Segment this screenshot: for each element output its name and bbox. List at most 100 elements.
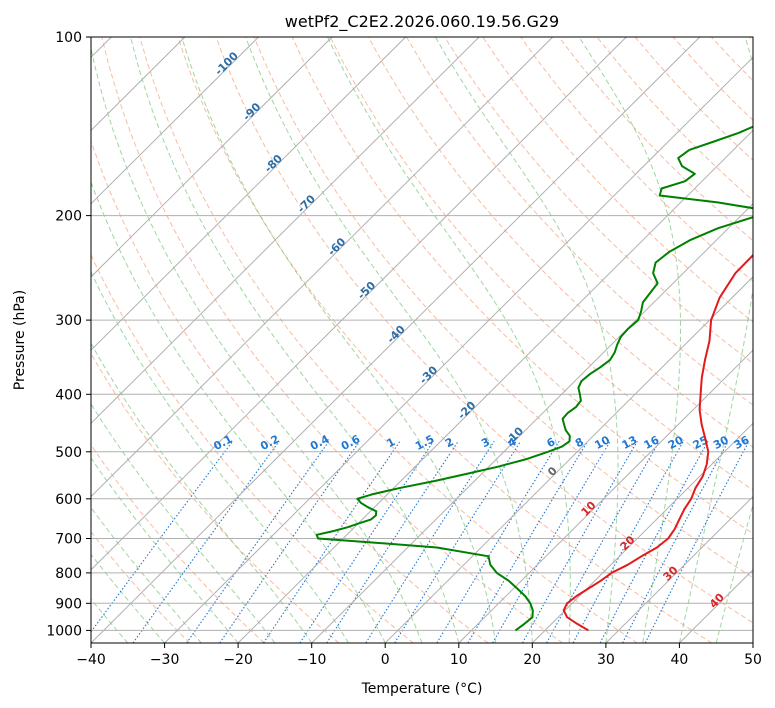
y-tick-label: 600: [55, 492, 82, 508]
mixing-ratio-line: [546, 441, 660, 643]
mixing-ratio-label: 36: [732, 433, 752, 452]
temperature-profile-line: [562, 253, 753, 632]
dewpoint-profile-line: [315, 125, 753, 632]
moist-adiabat-line: [678, 37, 753, 643]
isotherm-label: -80: [262, 152, 285, 175]
moist-adiabat-line: [434, 37, 619, 643]
y-tick-label: 100: [55, 30, 82, 46]
isotherm-label: -100: [212, 49, 241, 78]
isobar-grid: [91, 37, 753, 631]
y-tick-label: 500: [55, 445, 82, 461]
isotherm-gridline: [384, 276, 753, 643]
dry-adiabat-line: [444, 37, 753, 364]
y-tick-label: 400: [55, 387, 82, 403]
dry-adiabat-line: [482, 37, 753, 323]
mixing-ratio-label: 20: [666, 433, 686, 452]
moist-adiabat-line: [91, 46, 423, 643]
isotherm-label: 40: [707, 591, 727, 611]
dry-adiabat-line: [91, 352, 340, 643]
dry-adiabat-line: [329, 37, 753, 491]
isotherm-gridline: [679, 569, 753, 643]
isotherm-gridline: [91, 37, 627, 571]
mixing-ratio-label: 10: [592, 433, 612, 452]
x-tick-label: 50: [744, 652, 762, 668]
y-tick-label: 900: [55, 596, 82, 612]
x-tick-label: 30: [597, 652, 615, 668]
profile-series: [315, 125, 753, 632]
moist-adiabat-line: [578, 37, 681, 643]
isotherm-gridline: [605, 495, 753, 643]
mixing-ratio-line: [186, 440, 330, 643]
mixing-ratio-label: 8: [573, 435, 586, 450]
mixing-ratio-line: [365, 440, 495, 643]
mixing-ratio-label: 0.4: [308, 432, 332, 453]
mixing-ratio-label: 30: [711, 433, 731, 452]
isotherm-label: 20: [618, 533, 638, 553]
y-axis-label: Pressure (hPa): [12, 290, 28, 390]
mixing-ratio-line: [467, 441, 589, 643]
x-tick-label: −40: [76, 652, 106, 668]
mixing-ratio-line: [644, 441, 750, 643]
isotherm-gridline: [531, 422, 753, 643]
dry-adiabat-line: [291, 37, 753, 535]
isotherm-label: -40: [385, 322, 408, 345]
chart-title: wetPf2_C2E2.2026.060.19.56.G29: [285, 12, 559, 32]
isotherm-gridline: [91, 37, 554, 498]
x-tick-label: −20: [223, 652, 253, 668]
dry-adiabat-line: [672, 37, 753, 122]
dry-adiabat-line: [215, 37, 753, 624]
dry-adiabat-line: [558, 37, 753, 242]
dry-adiabat-line: [91, 253, 414, 643]
plot-frame: [90, 36, 754, 644]
moist-adiabat-line: [181, 37, 497, 643]
dry-adiabat-line: [91, 530, 191, 643]
mixing-ratio-label: 16: [642, 433, 662, 452]
moist-adiabat-line: [91, 457, 239, 643]
dry-adiabat-line: [139, 37, 638, 643]
mixing-ratio-line: [91, 440, 234, 633]
mixing-ratio-line: [436, 441, 560, 643]
dry-adiabat-line: [91, 139, 489, 643]
x-axis-label: Temperature (°C): [361, 681, 483, 697]
mixing-ratio-label: 0.1: [211, 432, 234, 453]
x-tick-label: 20: [523, 652, 541, 668]
mixing-ratio-label: 1.5: [413, 432, 436, 453]
moist-adiabat-line: [715, 502, 753, 643]
x-tick-label: −30: [150, 652, 180, 668]
dry-adiabat-line: [253, 37, 753, 579]
x-tick-label: 10: [450, 652, 468, 668]
mixing-ratio-line: [219, 440, 361, 643]
y-tick-label: 300: [55, 313, 82, 329]
y-tick-label: 700: [55, 532, 82, 548]
isotherm-gridline: [91, 37, 480, 425]
dry-adiabat-line: [634, 37, 753, 161]
moist-adiabat-line: [327, 37, 571, 643]
isotherm-gridline: [91, 37, 406, 351]
isotherm-gridline: [91, 37, 701, 643]
isotherm-label: -70: [295, 192, 318, 215]
mixing-ratio-line: [263, 440, 401, 643]
mixing-ratio-line: [622, 441, 729, 643]
isotherm-gridline: [91, 37, 333, 278]
isotherm-gridline: [164, 56, 753, 643]
isotherm-grid: [91, 37, 753, 643]
mixing-ratio-line: [492, 441, 611, 643]
x-tick-label: 0: [381, 652, 390, 668]
moist-adiabat-line: [91, 402, 276, 643]
y-tick-label: 200: [55, 209, 82, 225]
moist-adiabat-line: [91, 270, 349, 643]
mixing-ratio-label: 0.2: [258, 432, 281, 453]
isotherm-label: -10: [503, 424, 526, 447]
isotherm-label: -50: [355, 279, 378, 302]
isotherm-label: -30: [417, 363, 440, 386]
moist-adiabat-line: [91, 180, 386, 643]
mixing-ratio-line: [599, 441, 709, 643]
x-axis: −40 −30 −20 −10 0 10 20 30 40 50: [76, 643, 762, 668]
mixing-ratio-label: 13: [620, 433, 640, 452]
y-axis: 100 200 300 400 500 600 700 800 900 1000: [46, 30, 91, 639]
x-tick-label: 40: [670, 652, 688, 668]
isotherm-label: 10: [579, 499, 599, 519]
isotherm-label: 30: [661, 563, 681, 583]
dry-adiabat-line: [406, 37, 753, 406]
